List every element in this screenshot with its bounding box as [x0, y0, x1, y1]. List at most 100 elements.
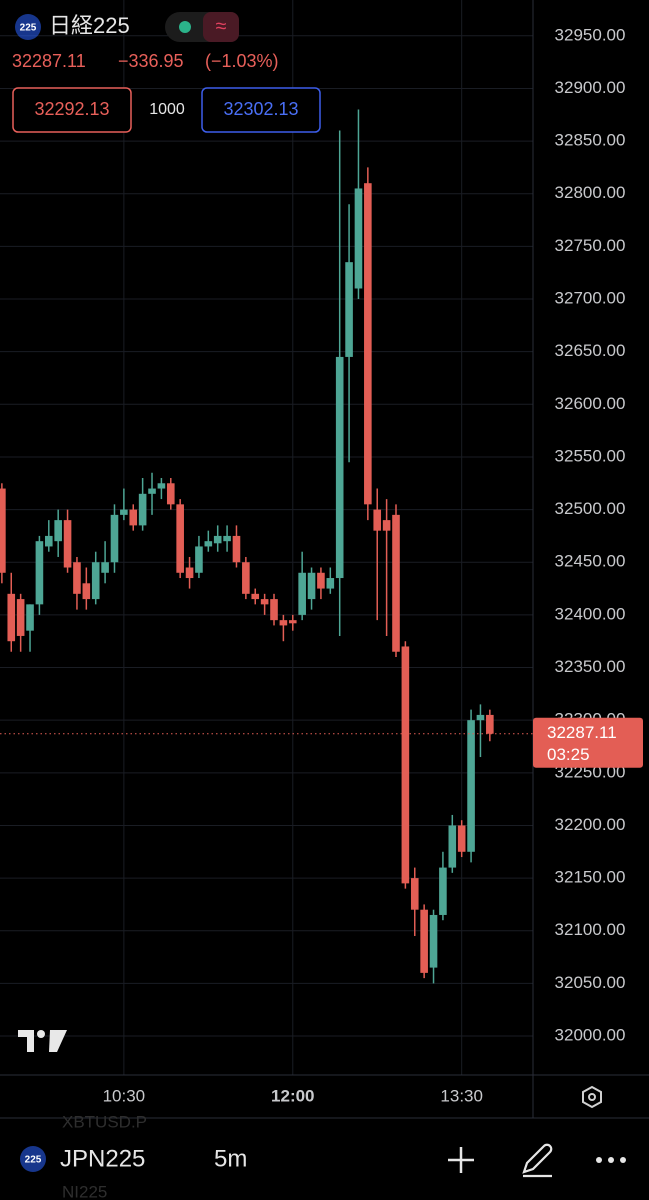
candle-body: [364, 183, 372, 505]
dot: [596, 1157, 602, 1163]
y-tick-label: 32850.00: [555, 131, 626, 150]
candle-body: [317, 572, 325, 589]
candle-body: [382, 520, 391, 531]
candle-body: [448, 825, 457, 868]
x-tick-label: 12:00: [271, 1086, 314, 1105]
candle-body: [354, 188, 363, 289]
grid: [0, 0, 533, 1075]
candle-body: [270, 599, 278, 621]
quantity[interactable]: 1000: [149, 101, 185, 118]
buy-button[interactable]: [201, 87, 321, 133]
candle-body: [251, 593, 260, 600]
candle-body: [401, 646, 410, 884]
candle-body: [138, 493, 147, 526]
candle-body: [148, 488, 156, 494]
candle-body: [157, 483, 166, 489]
y-tick-label: 32100.00: [555, 920, 626, 939]
candle-body: [16, 599, 25, 636]
last-price: 32287.11: [12, 51, 86, 71]
candle-body: [392, 514, 400, 652]
logo-part: [18, 1030, 34, 1052]
candle-body: [439, 867, 447, 915]
logo: [18, 1030, 67, 1052]
y-tick-label: 32350.00: [555, 657, 626, 676]
faded-symbol: NI225: [62, 1182, 107, 1200]
plot: [0, 109, 533, 984]
bar-countdown: 03:25: [547, 745, 590, 764]
settings-icon[interactable]: [582, 1085, 602, 1109]
candle-body: [420, 909, 428, 973]
y-tick-label: 32550.00: [555, 446, 626, 465]
candle-body: [232, 535, 241, 563]
candle-body: [54, 520, 62, 542]
candle-body: [26, 604, 34, 631]
candle-body: [195, 546, 203, 573]
candle-body: [326, 578, 335, 589]
y-tick-label: 32200.00: [555, 815, 626, 834]
y-tick-label: 32800.00: [555, 183, 626, 202]
y-tick-label: 32450.00: [555, 552, 626, 571]
candle-body: [176, 504, 184, 573]
last-price-label: 32287.11: [547, 723, 617, 742]
axes: 32000.00 32050.00 32100.00 32150.00 32200.00…: [103, 25, 643, 1105]
candle-body: [373, 509, 382, 531]
y-tick-label: 32000.00: [555, 1026, 626, 1045]
candle-body: [298, 572, 306, 615]
dot: [608, 1157, 614, 1163]
candle-body: [91, 562, 100, 600]
dot: [620, 1157, 626, 1163]
candle-body: [242, 562, 250, 594]
sell-price: 32292.13: [34, 99, 109, 119]
candle-body: [35, 541, 44, 605]
y-tick-label: 32950.00: [555, 25, 626, 44]
candle-body: [457, 825, 466, 852]
candle-body: [213, 535, 222, 544]
toolbar-symbol[interactable]: JPN225: [60, 1145, 145, 1172]
draw-button[interactable]: [522, 1143, 553, 1178]
candle-body: [129, 509, 138, 526]
delay-icon: ≈: [216, 15, 227, 37]
y-tick-label: 32600.00: [555, 394, 626, 413]
candle-body: [0, 488, 6, 573]
add-button[interactable]: [448, 1147, 474, 1173]
symbol-badge: [15, 14, 41, 40]
more-button[interactable]: [596, 1157, 626, 1163]
candle-body: [429, 914, 438, 968]
sell-button[interactable]: [12, 87, 132, 133]
settings-icon-center: [588, 1093, 596, 1101]
last-price-box: [533, 717, 643, 768]
logo-part: [49, 1030, 67, 1052]
candle-body: [7, 593, 16, 642]
candle-body: [223, 535, 231, 542]
candle-body: [120, 509, 128, 515]
toolbar-badge-text: 225: [25, 1155, 42, 1166]
candle-body: [44, 535, 53, 547]
candle-body: [101, 562, 109, 573]
y-tick-label: 32700.00: [555, 289, 626, 308]
delay-icon-bg: [203, 12, 239, 42]
x-tick-label: 13:30: [440, 1086, 483, 1105]
candle-body: [345, 262, 353, 357]
candle-body: [185, 567, 194, 579]
toolbar-interval[interactable]: 5m: [214, 1145, 247, 1172]
y-tick-label: 32750.00: [555, 236, 626, 255]
buy-price: 32302.13: [223, 99, 298, 119]
faded-symbol: XBTUSD.P: [62, 1112, 147, 1131]
candle-body: [73, 562, 81, 594]
candle-body: [82, 583, 91, 600]
y-tick-label: 32400.00: [555, 604, 626, 623]
candle-body: [335, 356, 344, 579]
symbol-name[interactable]: 日経225: [49, 13, 130, 38]
y-tick-label: 32650.00: [555, 341, 626, 360]
candle-body: [476, 714, 485, 721]
y-tick-label: 32050.00: [555, 973, 626, 992]
candle-body: [288, 620, 297, 624]
price-change: −336.95: [118, 51, 184, 71]
logo-part: [37, 1030, 45, 1038]
candle-body: [307, 572, 316, 600]
market-open-dot: [179, 21, 191, 33]
x-tick-label: 10:30: [103, 1086, 146, 1105]
